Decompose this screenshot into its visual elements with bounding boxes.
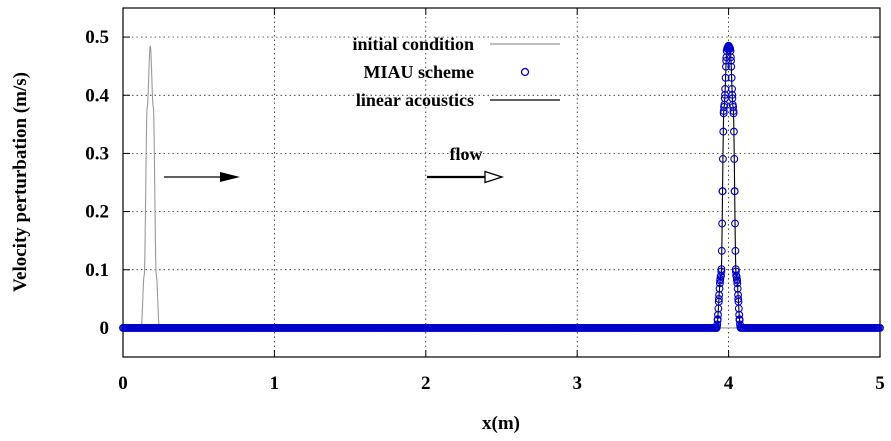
flow-label: flow: [450, 144, 483, 164]
data-point: [718, 155, 727, 163]
data-point: [729, 109, 738, 118]
data-point: [727, 62, 736, 71]
plot-frame: [122, 7, 881, 358]
x-tick-label: 5: [875, 373, 885, 394]
data-point: [734, 295, 743, 303]
data-point: [730, 187, 739, 196]
x-tick-label: 0: [118, 373, 128, 394]
y-tick-label: 0.3: [85, 143, 109, 164]
data-point: [731, 267, 740, 276]
data-point: [716, 275, 725, 284]
arrowhead-open-icon: [484, 170, 505, 184]
x-tick-label: 3: [572, 373, 582, 394]
legend-label-initial-condition: initial condition: [352, 34, 474, 54]
series-miau-scheme-markers: [119, 41, 884, 332]
legend: initial condition MIAU scheme linear aco…: [352, 34, 560, 110]
legend-swatch-miau-scheme: [520, 67, 530, 77]
annotation-flow-arrow: flow: [427, 144, 505, 184]
data-point: [729, 127, 738, 136]
series-initial-condition-line: [123, 45, 880, 329]
annotation-arrow-left: [164, 172, 240, 182]
data-point: [736, 323, 745, 331]
data-point: [733, 279, 742, 288]
data-point: [721, 62, 730, 71]
legend-label-linear-acoustics: linear acoustics: [356, 90, 474, 110]
data-point: [731, 246, 740, 255]
x-tick-label: 1: [270, 373, 280, 394]
y-tick-label: 0.1: [85, 260, 109, 281]
data-layer: [119, 41, 884, 332]
data-point: [728, 84, 736, 93]
legend-label-miau-scheme: MIAU scheme: [364, 62, 474, 82]
data-point: [713, 316, 722, 325]
data-point: [714, 295, 723, 303]
data-point: [717, 246, 726, 255]
data-point: [732, 275, 741, 284]
data-point: [727, 73, 736, 82]
data-point: [730, 155, 739, 163]
y-tick-label: 0.5: [85, 27, 109, 48]
y-tick-label: 0: [100, 318, 110, 339]
data-point: [718, 219, 727, 228]
data-point: [713, 320, 722, 329]
grid-lines: [123, 8, 880, 357]
data-point: [876, 323, 884, 332]
y-tick-label: 0.2: [85, 202, 109, 223]
data-point: [728, 90, 737, 99]
data-point: [721, 73, 730, 82]
x-tick-label: 2: [421, 373, 431, 394]
axis-ticks: 0 1 2 3 4 5 0 0.1 0.2 0.3 0.4 0.5: [85, 8, 885, 394]
data-point: [736, 320, 744, 329]
data-point: [718, 187, 727, 196]
x-axis-title: x(m): [482, 413, 520, 434]
data-point: [731, 219, 739, 228]
y-axis-title: Velocity perturbation (m/s): [10, 72, 31, 292]
y-tick-label: 0.4: [85, 85, 109, 106]
data-point: [726, 53, 735, 62]
arrowhead-filled-icon: [220, 172, 240, 182]
data-point: [735, 310, 744, 319]
x-tick-label: 4: [724, 373, 734, 394]
data-point: [715, 284, 724, 293]
data-point: [717, 265, 726, 274]
series-linear-acoustics-line: [123, 45, 880, 329]
data-point: [717, 267, 726, 276]
data-point: [720, 94, 729, 103]
data-point: [719, 127, 728, 136]
